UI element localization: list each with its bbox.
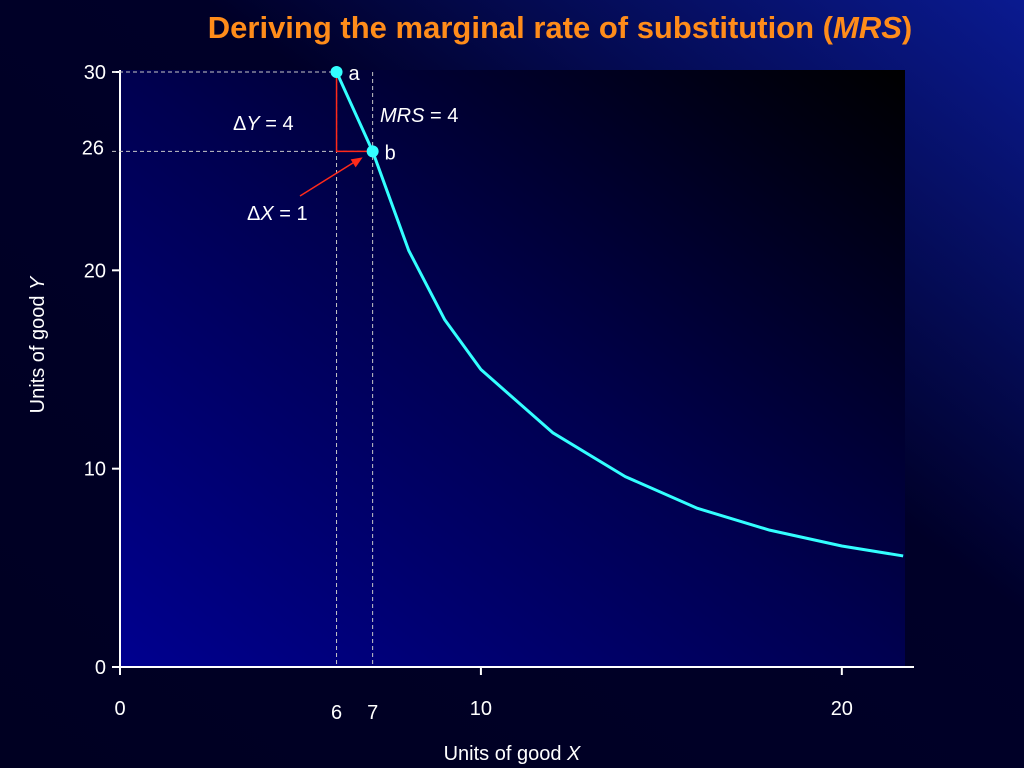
plot-area — [120, 70, 905, 667]
x-highlight-label: 7 — [367, 702, 378, 724]
point-label: a — [349, 63, 361, 85]
arrow-head — [350, 157, 363, 168]
y-tick-label: 10 — [84, 459, 106, 481]
delta-x-arrow — [299, 158, 360, 197]
indifference-curve — [335, 71, 904, 558]
y-tick-label: 30 — [84, 62, 106, 84]
y-tick-label: 20 — [84, 260, 106, 282]
point-label: b — [385, 142, 396, 164]
mrs-label-part: = 4 — [424, 105, 458, 127]
x-tick-label: 0 — [114, 698, 125, 720]
mrs-label: MRS = 4 — [380, 105, 458, 127]
delta-x-label-part: X — [259, 203, 274, 225]
delta-triangle — [335, 72, 373, 153]
delta-y-label-part: = 4 — [260, 113, 294, 135]
delta-x-label-part: Δ — [247, 203, 260, 225]
point — [330, 66, 343, 78]
point — [366, 145, 379, 158]
x-tick-label: 10 — [470, 698, 492, 720]
delta-x-label-part: = 1 — [274, 203, 308, 225]
title: Deriving the marginal rate of substituti… — [208, 10, 912, 45]
x-tick-label: 20 — [831, 698, 853, 720]
x-axis-label: Units of good X — [444, 743, 581, 765]
delta-x-label: ΔX = 1 — [247, 203, 308, 225]
delta-y-label-part: Y — [246, 113, 261, 135]
delta-y-label-part: Δ — [233, 113, 246, 135]
delta-y-label: ΔY = 4 — [233, 113, 294, 135]
y-highlight-label: 26 — [82, 137, 104, 159]
y-axis-label: Units of good Y — [27, 275, 49, 413]
y-tick-label: 0 — [95, 657, 106, 679]
mrs-label-part: MRS — [380, 105, 425, 127]
x-highlight-label: 6 — [331, 702, 342, 724]
